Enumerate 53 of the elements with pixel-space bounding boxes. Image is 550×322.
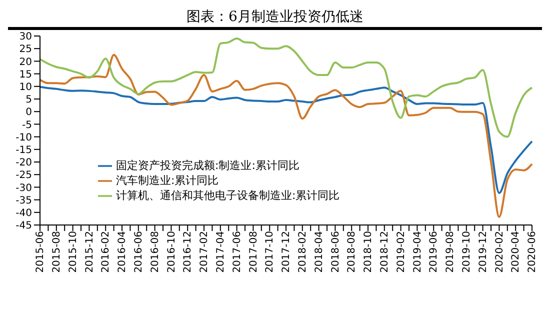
x-tick-label: 2019-12 [478, 231, 489, 273]
y-tick-label: -40 [16, 208, 32, 219]
x-tick-label: 2020-04 [510, 231, 522, 273]
y-tick-label: -10 [16, 132, 32, 144]
y-tick-label: 5 [26, 94, 32, 106]
y-tick-label: -30 [16, 182, 32, 194]
x-tick-label: 2018-10 [363, 231, 374, 273]
x-tick-label: 2016-08 [150, 231, 161, 273]
x-tick-label: 2017-02 [199, 231, 210, 273]
x-tick-label: 2017-12 [281, 231, 292, 273]
legend-label: 计算机、通信和其他电子设备制造业:累计同比 [116, 189, 340, 202]
y-tick-label: -20 [16, 158, 32, 169]
x-tick-label: 2015-08 [52, 231, 62, 273]
x-tick-label: 2018-12 [380, 231, 390, 273]
x-tick-label: 2019-04 [412, 231, 424, 273]
line-series [39, 54, 533, 218]
y-tick-label: -5 [22, 120, 32, 131]
x-tick-label: 2019-06 [428, 231, 440, 273]
x-tick-label: 2016-04 [117, 231, 128, 273]
x-tick-label: 2016-06 [134, 231, 144, 273]
x-tick-label: 2019-10 [462, 231, 472, 273]
x-tick-label: 2020-02 [494, 231, 506, 273]
chart-title: 图表：6月制造业投资仍低迷 [8, 8, 542, 30]
x-tick-label: 2015-10 [68, 231, 79, 273]
y-tick-label: 15 [19, 69, 32, 80]
x-tick-label: 2019-02 [396, 231, 407, 273]
legend-label: 汽车制造业:累计同比 [116, 174, 219, 187]
y-tick-label: -45 [16, 220, 32, 232]
x-tick-label: 2018-06 [330, 231, 342, 273]
x-tick-label: 2020-06 [527, 231, 538, 273]
y-tick-label: -25 [16, 170, 32, 182]
x-tick-label: 2017-06 [232, 231, 243, 273]
y-tick-label: 30 [19, 32, 32, 43]
y-tick-label: 25 [19, 44, 32, 56]
x-tick-label: 2016-12 [182, 231, 194, 273]
x-tick-label: 2015-06 [35, 231, 46, 273]
y-tick-label: -15 [16, 144, 32, 156]
x-tick-label: 2016-10 [166, 231, 178, 273]
x-tick-label: 2018-08 [346, 231, 358, 273]
x-tick-label: 2017-04 [216, 231, 226, 273]
legend-label: 固定资产投资完成额:制造业:累计同比 [116, 159, 300, 172]
x-tick-label: 2018-04 [314, 231, 325, 273]
x-tick-label: 2019-08 [445, 231, 456, 273]
x-tick-label: 2018-02 [298, 231, 308, 273]
x-tick-label: 2017-10 [264, 231, 276, 273]
y-tick-label: 20 [19, 56, 32, 68]
y-tick-label: -35 [16, 195, 32, 206]
x-tick-label: 2016-02 [100, 231, 112, 273]
x-tick-label: 2017-08 [248, 231, 260, 273]
line-series [39, 38, 533, 138]
y-tick-label: 0 [26, 107, 32, 118]
y-tick-label: 10 [19, 82, 32, 93]
x-tick-label: 2015-12 [84, 231, 96, 273]
